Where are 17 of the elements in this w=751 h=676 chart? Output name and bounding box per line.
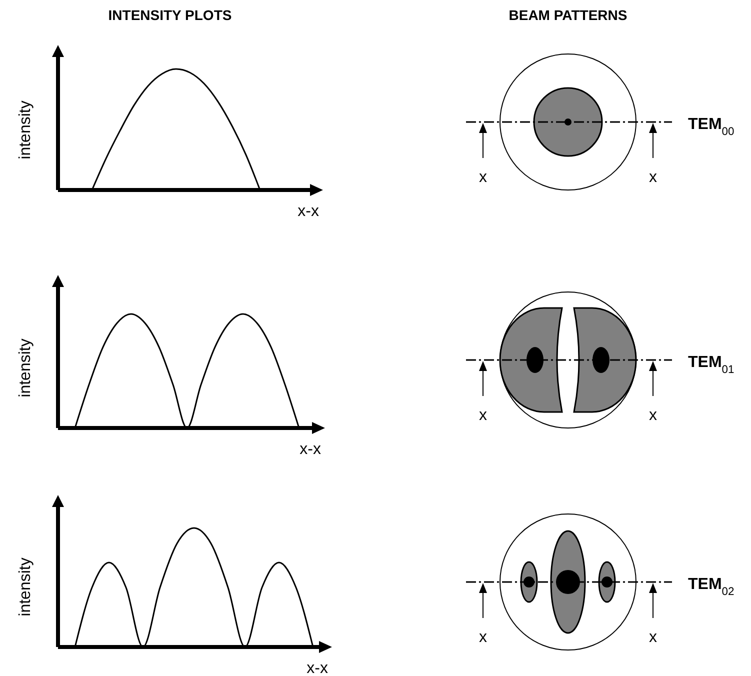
x-axis-title: x-x xyxy=(300,441,321,458)
text: x xyxy=(479,629,487,646)
text: TEM$_{02}$ xyxy=(688,576,734,598)
x-axis-title: x-x xyxy=(306,660,328,676)
x-axis-title: x-x xyxy=(298,203,319,220)
text: x xyxy=(649,169,657,186)
chart-title: INTENSITY PLOTS xyxy=(108,7,232,23)
text: x xyxy=(479,407,487,424)
y-axis-title: intensity xyxy=(17,338,34,398)
text: BEAM PATTERNS xyxy=(508,7,628,23)
y-axis-title: intensity xyxy=(17,100,34,160)
text: TEM$_{00}$ xyxy=(688,116,734,138)
text: x xyxy=(649,407,657,424)
text: x xyxy=(649,629,657,646)
text: x xyxy=(479,169,487,186)
y-axis-title: intensity xyxy=(17,558,34,616)
text: TEM$_{01}$ xyxy=(688,354,734,376)
